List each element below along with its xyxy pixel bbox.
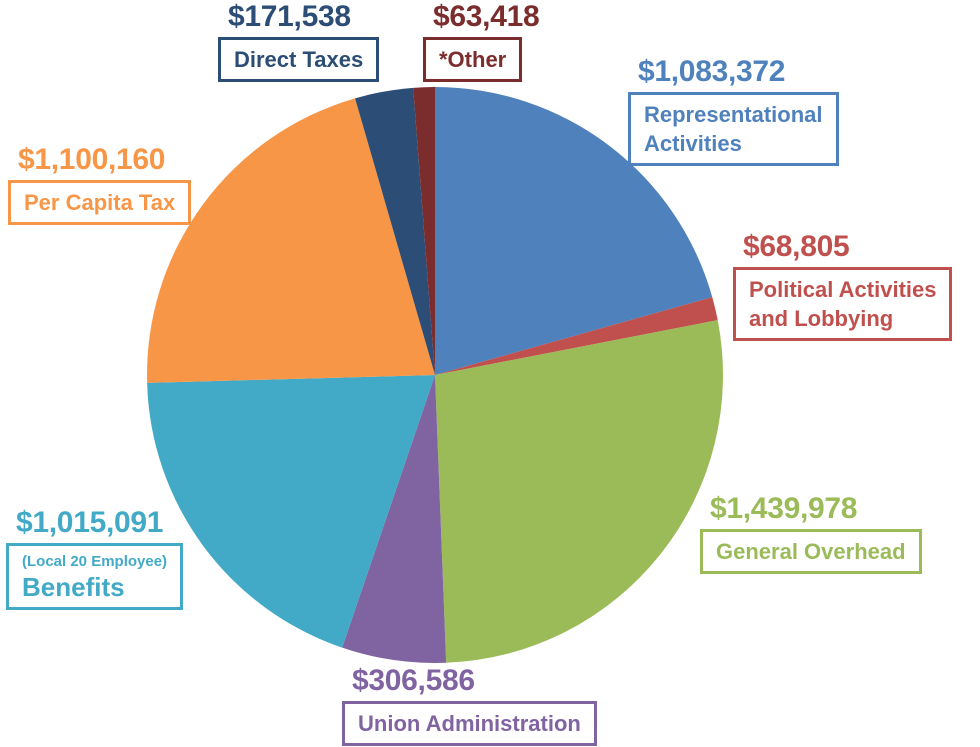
label-group-per-capita-tax: $1,100,160 Per Capita Tax (8, 143, 192, 225)
pie-slice-per_capita (147, 98, 436, 383)
label-box-political-activities: Political Activities and Lobbying (733, 267, 953, 341)
label-text-activities: Activities (644, 131, 742, 156)
amount-general-overhead: $1,439,978 (710, 492, 858, 525)
label-text-general-overhead: General Overhead (716, 539, 906, 564)
label-box-benefits: (Local 20 Employee) Benefits (6, 543, 184, 610)
pie-slice-political (435, 297, 718, 375)
amount-direct-taxes: $171,538 (228, 0, 351, 33)
amount-political-activities: $68,805 (743, 230, 850, 263)
label-text-representational: Representational (644, 102, 823, 127)
label-group-general-overhead: $1,439,978 General Overhead (700, 492, 922, 574)
pie-chart (147, 87, 723, 663)
label-text-other: *Other (439, 47, 507, 72)
label-box-representational-activities: Representational Activities (628, 92, 839, 166)
label-box-direct-taxes: Direct Taxes (218, 37, 380, 82)
label-box-general-overhead: General Overhead (700, 529, 922, 574)
amount-union-administration: $306,586 (352, 664, 475, 697)
label-group-representational-activities: $1,083,372 Representational Activities (628, 55, 839, 166)
label-text-union-administration: Union Administration (358, 711, 581, 736)
amount-representational-activities: $1,083,372 (638, 55, 786, 88)
label-text-local-20-employee: (Local 20 Employee) (22, 553, 168, 570)
pie-slice-benefits (147, 375, 436, 648)
label-box-union-administration: Union Administration (342, 701, 597, 746)
amount-per-capita-tax: $1,100,160 (18, 143, 166, 176)
label-text-per-capita-tax: Per Capita Tax (24, 190, 176, 215)
pie-slice-direct_taxes (355, 87, 435, 375)
label-group-union-administration: $306,586 Union Administration (342, 664, 597, 746)
pie-slice-union_admin (342, 375, 447, 663)
amount-benefits: $1,015,091 (16, 506, 164, 539)
label-text-benefits: Benefits (22, 572, 125, 602)
pie-slice-other (413, 87, 435, 375)
label-group-other: $63,418 *Other (423, 0, 540, 82)
label-box-per-capita-tax: Per Capita Tax (8, 180, 192, 225)
label-text-political-activities: Political Activities (749, 277, 937, 302)
label-group-direct-taxes: $171,538 Direct Taxes (218, 0, 380, 82)
label-box-other: *Other (423, 37, 523, 82)
label-group-political-activities: $68,805 Political Activities and Lobbyin… (733, 230, 953, 341)
pie-slice-overhead (435, 320, 723, 663)
amount-other: $63,418 (433, 0, 540, 33)
label-text-direct-taxes: Direct Taxes (234, 47, 364, 72)
label-group-benefits: $1,015,091 (Local 20 Employee) Benefits (6, 506, 184, 610)
pie-slice-representational (435, 87, 713, 375)
label-text-and-lobbying: and Lobbying (749, 306, 894, 331)
